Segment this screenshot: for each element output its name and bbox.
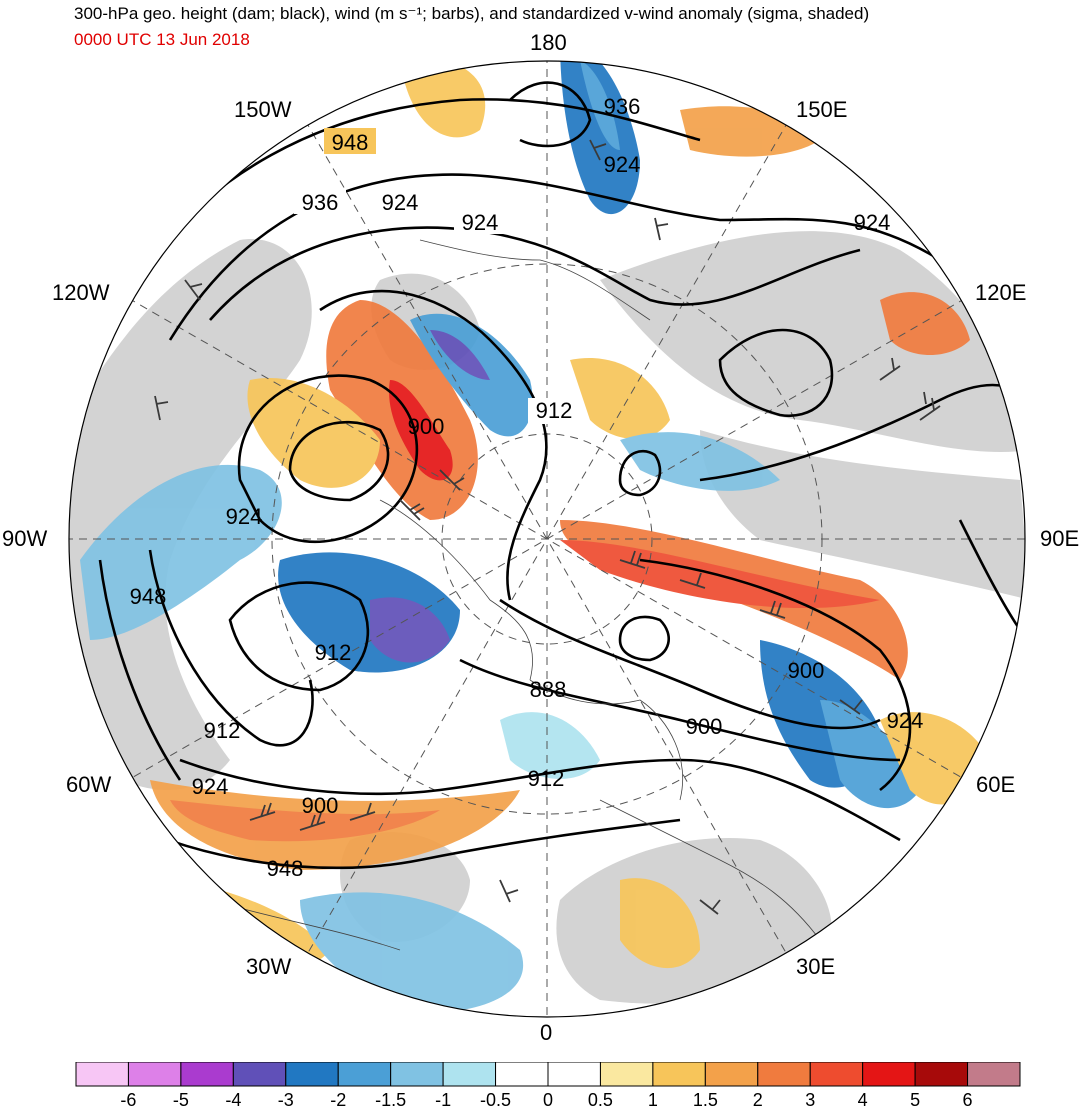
colorbar-swatch — [652, 1062, 706, 1087]
contour-label: 948 — [332, 130, 369, 155]
contour-label: 900 — [686, 714, 723, 739]
colorbar-tick-label: -2 — [330, 1090, 347, 1110]
colorbar-swatch — [285, 1062, 339, 1087]
contour-label: 924 — [887, 708, 924, 733]
colorbar-tick-label: -1 — [435, 1090, 452, 1110]
colorbar-swatch — [809, 1062, 864, 1087]
colorbar-tick-label: -6 — [120, 1090, 137, 1110]
colorbar-swatch — [495, 1062, 549, 1087]
colorbar-swatch — [337, 1062, 392, 1087]
colorbar-tick-label: 4 — [857, 1090, 868, 1110]
contour-label: 900 — [788, 658, 825, 683]
contour-label: 912 — [315, 640, 352, 665]
colorbar — [75, 1062, 1021, 1087]
lon-label-120w: 120W — [52, 280, 110, 305]
wind-barbs — [154, 139, 941, 915]
contour-label: 912 — [204, 718, 241, 743]
colorbar-swatch — [390, 1062, 444, 1087]
colorbar-tick-label: -0.5 — [480, 1090, 512, 1110]
lon-label-0: 0 — [540, 1020, 553, 1045]
contour-label-group: 948 936 924 924 924 936 924 912 900 924 … — [130, 94, 924, 881]
colorbar-tick-label: 3 — [805, 1090, 816, 1110]
contour-label: 888 — [530, 677, 567, 702]
lon-label-90w: 90W — [2, 526, 48, 551]
colorbar-swatch — [757, 1062, 811, 1087]
lon-label-150w: 150W — [234, 97, 292, 122]
colorbar-tick-label: -1.5 — [375, 1090, 407, 1110]
colorbar-tick-label: 0 — [542, 1090, 554, 1110]
height-contours — [98, 81, 1025, 870]
lon-label-60e: 60E — [976, 772, 1016, 797]
colorbar-tick-label: -4 — [225, 1090, 242, 1110]
colorbar-swatch — [180, 1062, 234, 1087]
contour-label: 924 — [604, 152, 641, 177]
colorbar-tick-label: 1.5 — [692, 1090, 718, 1110]
colorbar-swatch — [914, 1062, 969, 1087]
map-boundary — [68, 60, 1026, 1018]
contour-label: 924 — [854, 210, 891, 235]
lon-label-30e: 30E — [796, 954, 836, 979]
contour-label: 912 — [536, 398, 573, 423]
contour-label: 924 — [462, 210, 499, 235]
colorbar-swatch — [127, 1062, 182, 1087]
contour-label: 912 — [528, 766, 565, 791]
colorbar-swatch — [599, 1062, 654, 1087]
colorbar-swatch — [232, 1062, 287, 1087]
contour-label: 924 — [382, 190, 419, 215]
lon-label-120e: 120E — [975, 280, 1027, 305]
colorbar-tick-label: 0.5 — [587, 1090, 613, 1110]
colorbar-swatch — [967, 1062, 1021, 1087]
contour-label: 936 — [604, 94, 641, 119]
contour-label: 900 — [302, 793, 339, 818]
contour-label: 924 — [226, 504, 263, 529]
colorbar-tick-label: -3 — [277, 1090, 294, 1110]
contour-label: 936 — [302, 190, 339, 215]
lon-label-150e: 150E — [796, 97, 848, 122]
lon-label-90e: 90E — [1040, 526, 1080, 551]
chart-timestamp: 0000 UTC 13 Jun 2018 — [74, 30, 250, 49]
colorbar-swatch — [442, 1062, 497, 1087]
contour-label: 900 — [408, 414, 445, 439]
chart-title: 300-hPa geo. height (dam; black), wind (… — [74, 4, 870, 23]
contour-label: 948 — [130, 584, 167, 609]
colorbar-tick-label: 5 — [910, 1090, 921, 1110]
lon-label-60w: 60W — [66, 772, 112, 797]
contour-label: 924 — [192, 774, 229, 799]
colorbar-swatch — [704, 1062, 759, 1087]
graticule — [69, 61, 1025, 1017]
colorbar-swatch — [75, 1062, 129, 1087]
lon-label-180: 180 — [530, 30, 567, 55]
colorbar-swatch — [547, 1062, 601, 1087]
colorbar-tick-label: 2 — [752, 1090, 763, 1110]
colorbar-tick-label: 6 — [962, 1090, 973, 1110]
colorbar-swatch — [862, 1062, 916, 1087]
contour-label: 948 — [267, 856, 304, 881]
colorbar-tick-label: -5 — [172, 1090, 189, 1110]
colorbar-tick-label: 1 — [647, 1090, 658, 1110]
lon-label-30w: 30W — [246, 954, 292, 979]
